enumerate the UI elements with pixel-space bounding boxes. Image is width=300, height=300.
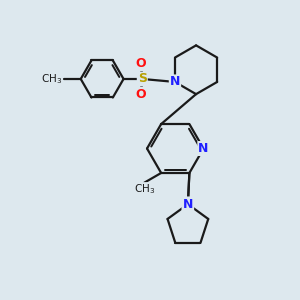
Text: O: O	[136, 57, 146, 70]
Text: N: N	[198, 142, 209, 155]
Text: N: N	[183, 198, 193, 211]
Text: N: N	[183, 198, 193, 211]
Text: S: S	[138, 73, 147, 85]
Text: CH$_3$: CH$_3$	[41, 72, 62, 86]
Text: O: O	[136, 88, 146, 101]
Text: N: N	[170, 75, 180, 88]
Text: CH$_3$: CH$_3$	[134, 183, 155, 196]
